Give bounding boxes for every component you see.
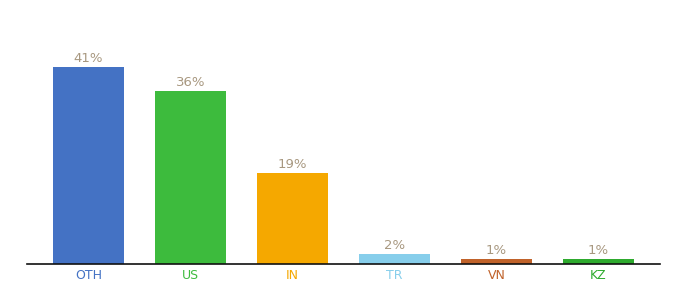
Bar xyxy=(53,67,124,264)
Text: 19%: 19% xyxy=(277,158,307,171)
Text: 41%: 41% xyxy=(73,52,103,65)
Text: 1%: 1% xyxy=(588,244,609,257)
Bar xyxy=(563,259,634,264)
Bar xyxy=(257,173,328,264)
Bar xyxy=(359,254,430,264)
Text: 36%: 36% xyxy=(175,76,205,89)
Bar xyxy=(155,91,226,264)
Bar xyxy=(461,259,532,264)
Text: 2%: 2% xyxy=(384,239,405,253)
Text: 1%: 1% xyxy=(486,244,507,257)
